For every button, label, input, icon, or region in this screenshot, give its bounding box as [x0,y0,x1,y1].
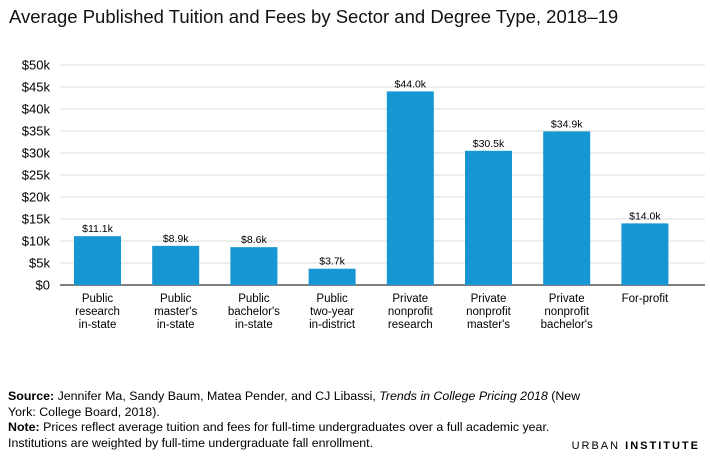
y-tick-label: $10k [22,234,51,249]
x-tick-label-line: research [388,319,433,331]
y-tick-label: $50k [22,58,51,73]
x-tick-label-line: Private [549,293,585,305]
data-labels: $11.1k $8.9k $8.6k $3.7k $44.0k $30.5k $34.9k $… [82,78,661,267]
bar [465,150,512,285]
y-tick-label: $35k [22,124,51,139]
x-tick-label-line: research [75,306,120,318]
x-tick-label-line: Public [160,293,192,305]
note-line: Note: Prices reflect average tuition and… [8,420,550,450]
bar [74,236,121,285]
y-tick-label: $40k [22,102,51,117]
y-axis-tick-labels: $0 $5k $10k $15k $20k $25k $30k $35k $40k $45k $50… [22,58,51,293]
y-tick-label: $45k [22,80,51,95]
bar [152,245,200,285]
x-tick-label-line: master's [154,306,197,318]
x-tick-label-line: in-state [79,319,117,331]
y-tick-label: $25k [22,168,51,183]
y-tick-label: $0 [36,278,50,293]
bar [386,91,434,286]
x-tick-label-line: Public [238,293,270,305]
x-tick-label: Public master's in-state [154,293,197,331]
x-tick-label-line: For-profit [622,293,669,305]
x-tick-label-line: Private [392,293,428,305]
y-tick-label: $30k [22,146,51,161]
x-tick-label-line: Public [82,293,114,305]
x-tick-label: For-profit [622,293,669,305]
y-tick-label: $5k [29,256,50,271]
data-label: $14.0k [629,210,661,222]
bars [74,91,669,286]
y-tick-label: $15k [22,212,51,227]
x-tick-label: Public research in-state [75,293,120,331]
x-tick-label: Private nonprofit research [388,293,434,331]
x-tick-label: Public bachelor's in-state [228,293,280,331]
x-tick-label-line: Public [316,293,348,305]
data-label: $30.5k [473,138,505,150]
data-label: $44.0k [395,78,427,90]
x-tick-label-line: master's [467,319,510,331]
x-tick-label-line: nonprofit [388,306,434,318]
x-tick-label-line: in-state [235,319,273,331]
x-tick-label-line: bachelor's [541,319,593,331]
data-label: $8.6k [241,234,267,246]
x-tick-label-line: nonprofit [544,306,590,318]
bar [621,223,669,285]
x-tick-label-line: in-district [309,319,356,331]
footer-notes: Source: Jennifer Ma, Sandy Baum, Matea P… [8,389,608,451]
bar [543,131,591,285]
chart-title: Average Published Tuition and Fees by Se… [9,6,619,27]
data-label: $34.9k [551,118,583,130]
bar [308,268,356,285]
gridlines [60,64,705,286]
urban-institute-logo: URBAN INSTITUTE [571,440,700,452]
x-tick-label: Public two-year in-district [309,293,356,331]
x-tick-label: Private nonprofit bachelor's [541,293,593,331]
x-tick-label-line: nonprofit [466,306,512,318]
data-label: $8.9k [163,233,189,245]
y-tick-label: $20k [22,190,51,205]
x-tick-label-line: in-state [157,319,195,331]
data-label: $3.7k [319,256,345,268]
x-tick-label: Private nonprofit master's [466,293,512,331]
bar-chart: $0 $5k $10k $15k $20k $25k $30k $35k $40k $45k $50… [22,58,705,331]
source-line: Source: Jennifer Ma, Sandy Baum, Matea P… [8,389,581,419]
bar [230,247,278,285]
x-tick-label-line: bachelor's [228,306,280,318]
x-tick-label-line: Private [471,293,507,305]
x-tick-label-line: two-year [310,306,354,318]
data-label: $11.1k [82,223,113,235]
